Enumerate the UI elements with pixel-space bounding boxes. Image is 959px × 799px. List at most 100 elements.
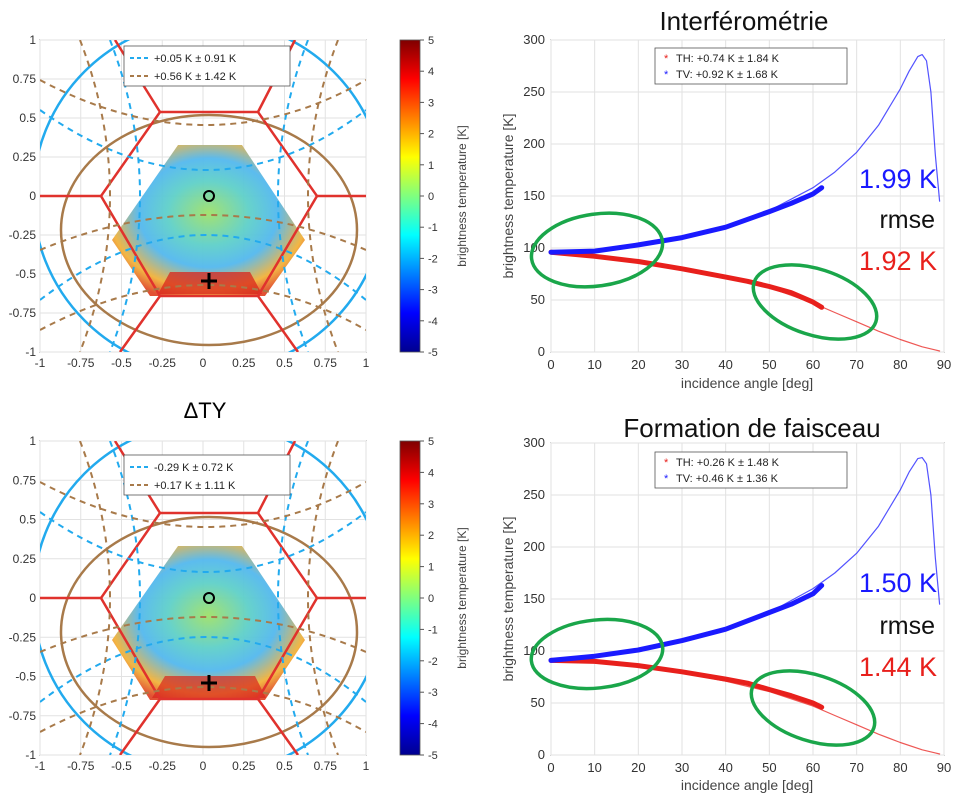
rmse-th-value: 1.44 K [859,652,937,682]
map-y-tick-label: 0 [29,189,36,203]
x-tick-label: 50 [762,357,776,372]
brown-ellipse [59,515,359,749]
map-y-tick-label: 0.75 [13,473,37,487]
plot-x-ticks: 0 10 20 30 40 50 60 70 80 90 [547,357,951,372]
line-panel-2: Formation de faisceau 0 10 20 30 40 50 60 70 80 9… [500,413,951,793]
rmse-th-value: 1.92 K [859,246,937,276]
colorbar-tick-label: 3 [428,97,434,109]
x-tick-label: 90 [937,760,951,775]
map-y-tick-label: 0.5 [19,111,36,125]
colorbar-tick-label: -1 [428,624,438,636]
map-x-tick-label: -0.75 [67,759,95,773]
plot-legend-entry: TH: +0.26 K ± 1.48 K [676,457,780,469]
map-x-tick-label: 0.75 [314,759,338,773]
y-tick-label: 50 [531,292,545,307]
y-tick-label: 150 [523,591,545,606]
map-x-tick-label: -0.5 [111,759,132,773]
y-tick-label: 150 [523,188,545,203]
colorbar-label: brightness temperature [K] [455,125,469,266]
colorbar-tick-label: 2 [428,129,434,141]
colorbar-tick-label: 3 [428,499,434,511]
dashed-brown-arcs [40,40,366,352]
line-panel-1: Interférométrie 0 10 20 30 40 50 60 70 80 90 0 50 1… [500,6,951,391]
map-y-tick-label: 0.25 [13,150,37,164]
plot-legend-entry: TV: +0.46 K ± 1.36 K [676,473,779,485]
colorbar-label: brightness temperature [K] [455,527,469,668]
colorbar-tick-label: 2 [428,530,434,542]
x-axis-label: incidence angle [deg] [681,375,813,391]
y-tick-label: 250 [523,487,545,502]
colorbar [399,39,421,353]
map-legend-entry: +0.17 K ± 1.11 K [154,480,236,492]
map-x-tick-label: 0.25 [232,759,256,773]
colorbar-tick-label: -3 [428,285,438,297]
legend-marker-th: * [664,457,669,469]
x-axis-label: incidence angle [deg] [681,777,813,793]
y-tick-label: 50 [531,695,545,710]
x-tick-label: 10 [587,357,601,372]
colorbar-tick-label: 4 [428,66,434,78]
x-tick-label: 0 [547,760,554,775]
map-legend-box [123,454,291,496]
legend-marker-tv: * [664,473,669,485]
colorbar-tick-label: -2 [428,253,438,265]
map-x-tick-label: -0.5 [111,356,132,370]
x-tick-label: 80 [893,357,907,372]
map-overlay [40,40,366,352]
panel-title: Interférométrie [659,6,828,36]
x-tick-label: 20 [631,760,645,775]
map-x-tick-label: 1 [363,759,370,773]
map-y-tick-label: -0.5 [15,670,36,684]
y-tick-label: 300 [523,32,545,47]
plot-legend-box [654,451,848,489]
colorbar-ticks: 5 4 3 2 1 0 -1 -2 -3 -4 -5 [420,436,438,762]
y-tick-label: 200 [523,539,545,554]
y-axis-label: brightness temperature [K] [500,114,516,279]
colorbar-tick-label: -4 [428,719,438,731]
y-tick-label: 200 [523,136,545,151]
green-highlight-ellipse [749,669,877,747]
x-tick-label: 60 [806,357,820,372]
delta-ty-label: ΔTY [184,398,227,423]
plot-x-ticks: 0 10 20 30 40 50 60 70 80 90 [547,760,951,775]
rmse-tv-value: 1.50 K [859,568,937,598]
map-x-ticks: -1 -0.75 -0.5 -0.25 0 0.25 0.5 0.75 1 [35,759,370,773]
legend-marker-th: * [664,53,669,65]
map-y-ticks: -1 -0.75 -0.5 -0.25 0 0.25 0.5 0.75 1 [9,33,37,359]
map-y-tick-label: -0.25 [9,630,37,644]
map-legend-entry: +0.56 K ± 1.42 K [154,71,237,83]
plot-grid [550,39,945,353]
map-y-tick-label: 1 [29,434,36,448]
green-highlight-ellipse [529,211,665,289]
map-x-tick-label: -0.75 [67,356,95,370]
colorbar-tick-label: 4 [428,467,434,479]
colorbar-tick-label: -2 [428,656,438,668]
map-x-tick-label: 0.75 [314,356,338,370]
map-x-tick-label: -0.25 [149,356,177,370]
rmse-label: rmse [879,612,935,640]
boresight-marker-icon [203,592,215,604]
x-tick-label: 80 [893,760,907,775]
colorbar-tick-label: 1 [428,562,434,574]
map-panel-1: +0.05 K ± 0.91 K +0.56 K ± 1.42 K -1 -0.7… [9,33,469,370]
map-x-tick-label: 0 [200,759,207,773]
th-measured-series [548,657,825,710]
x-tick-label: 50 [762,760,776,775]
boresight-marker-icon [203,190,215,202]
x-tick-label: 30 [675,760,689,775]
x-tick-label: 70 [849,760,863,775]
colorbar-tick-label: 5 [428,35,434,47]
map-y-tick-label: 0.75 [13,72,37,86]
y-tick-label: 0 [538,344,545,359]
tv-measured-series [548,583,825,663]
dashed-cyan-arcs [40,441,366,755]
x-tick-label: 0 [547,357,554,372]
map-y-tick-label: -0.75 [9,306,37,320]
rmse-tv-value: 1.99 K [859,164,937,194]
map-x-tick-label: -1 [35,356,46,370]
map-overlay [40,441,366,755]
plot-grid [550,442,945,756]
x-tick-label: 30 [675,357,689,372]
